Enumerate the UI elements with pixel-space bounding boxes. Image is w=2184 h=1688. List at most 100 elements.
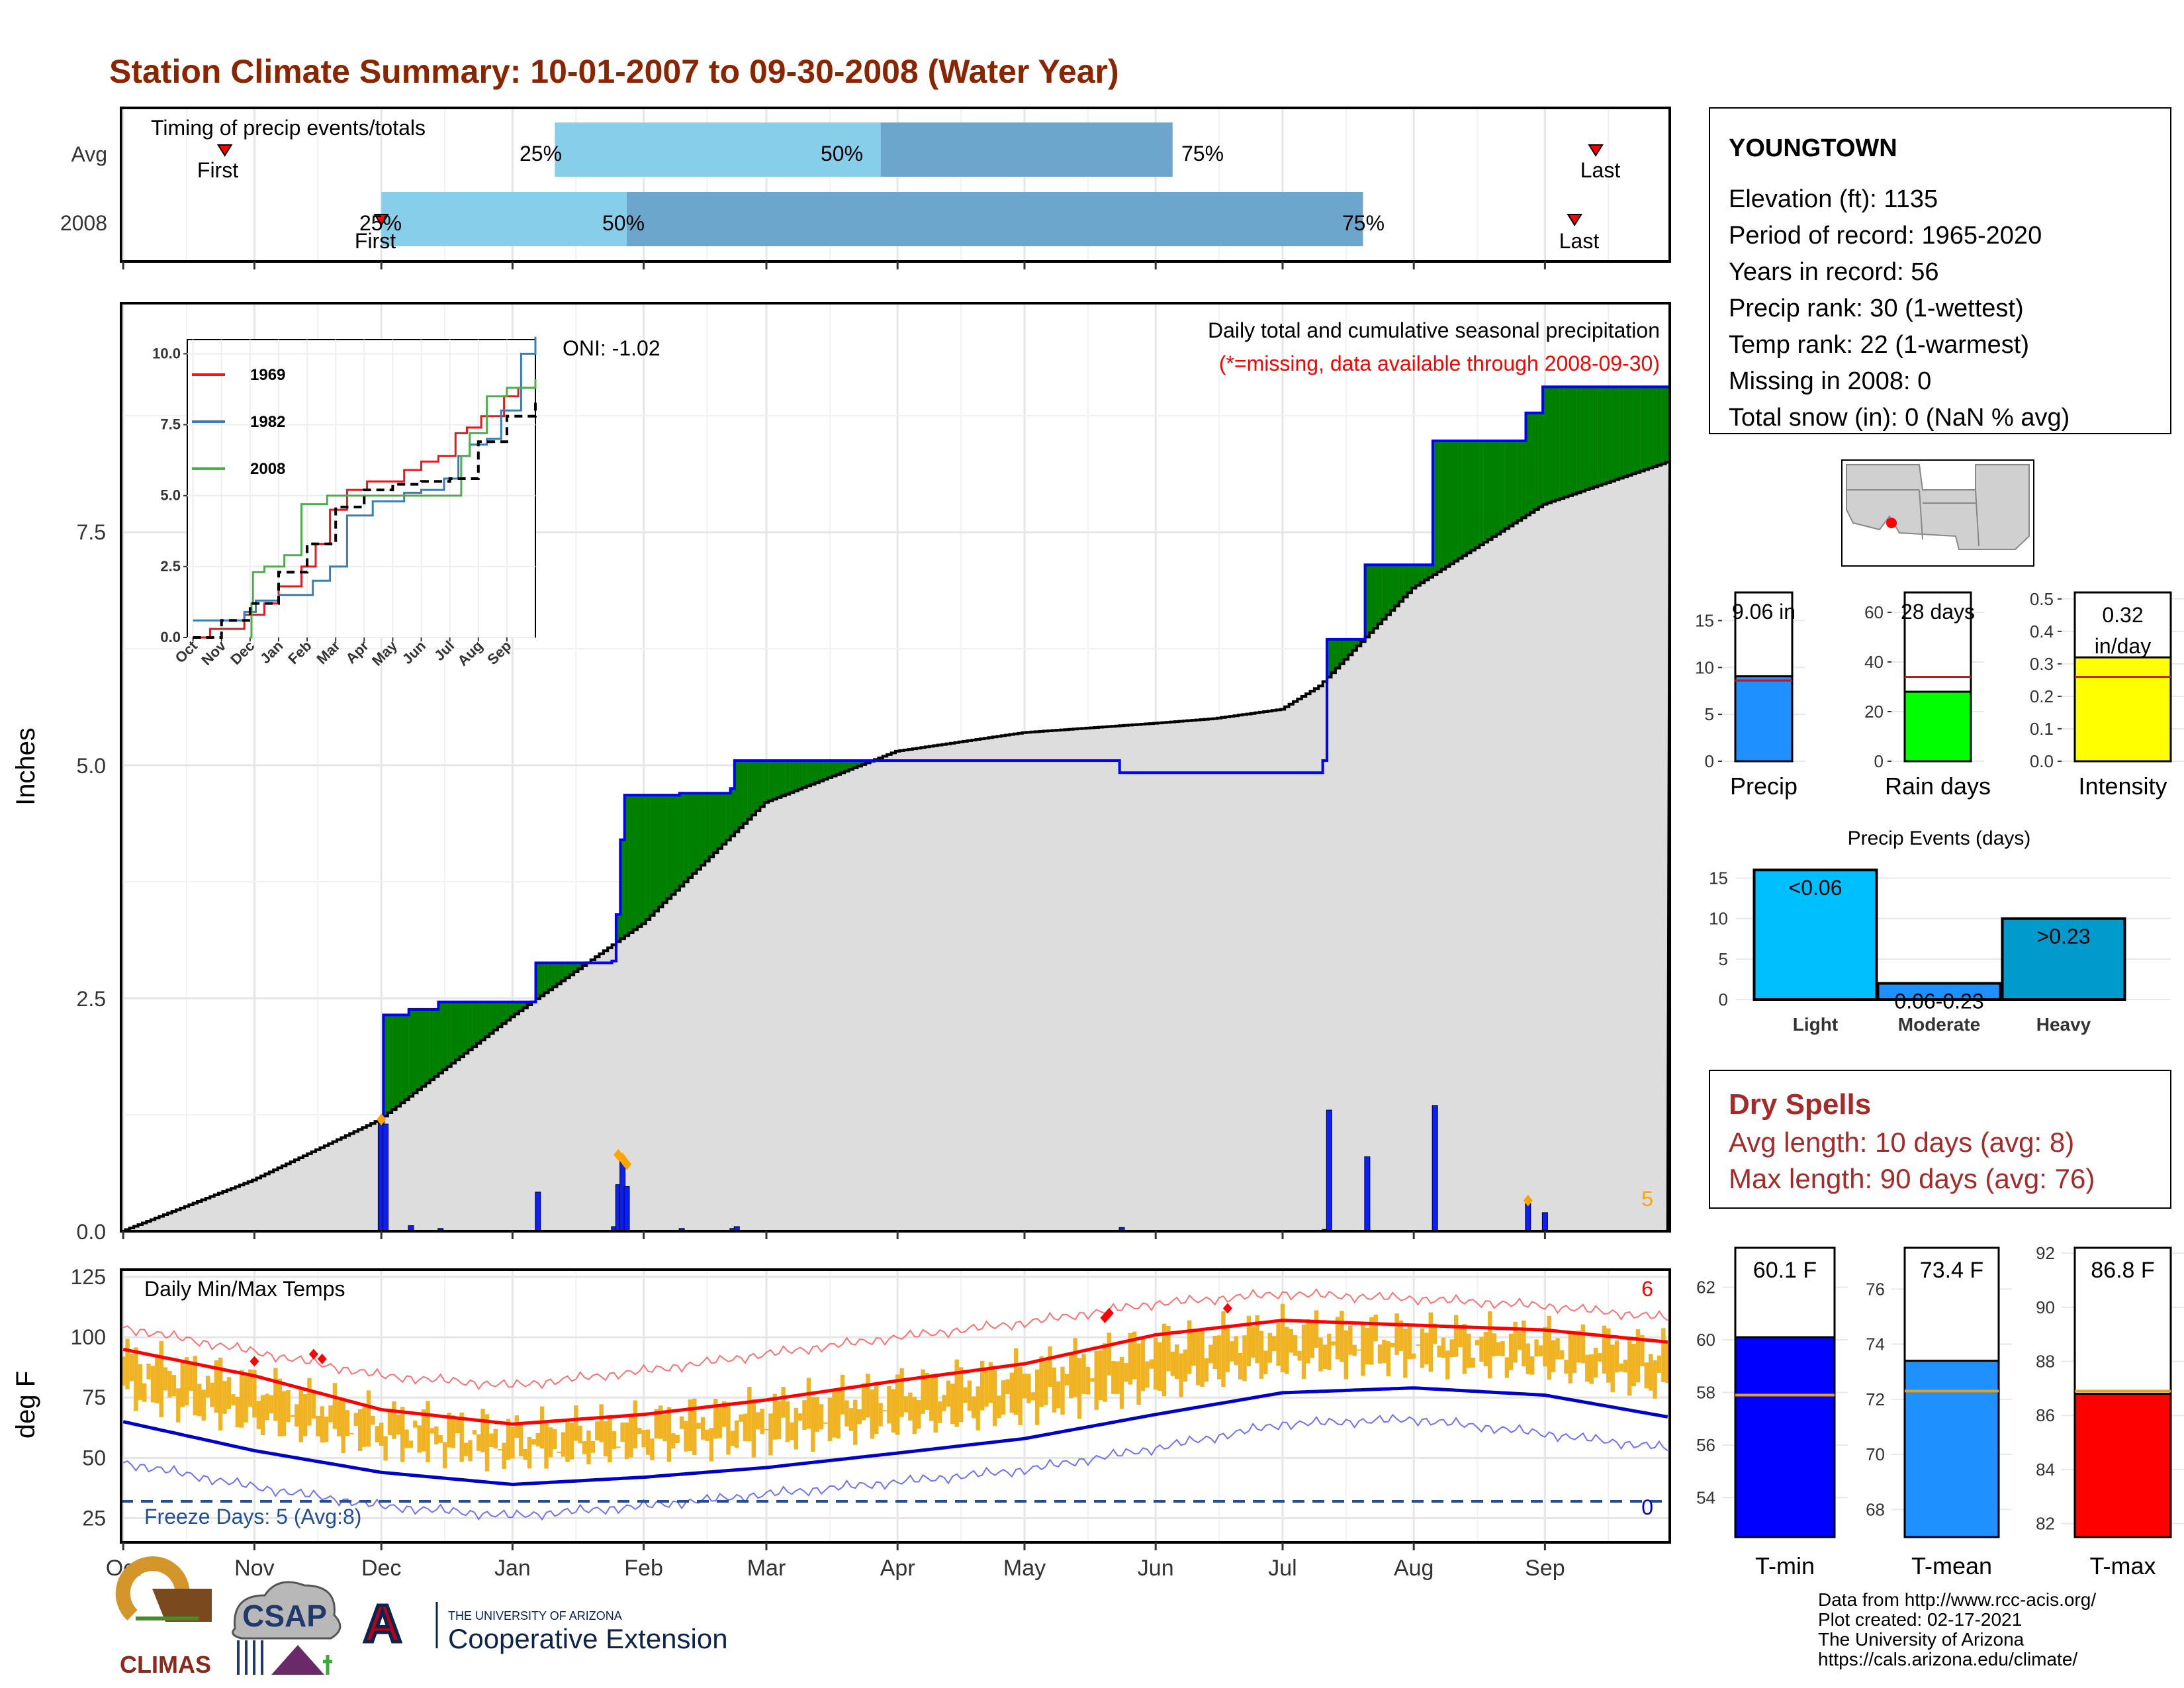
daily-temp-bar — [519, 1422, 523, 1457]
daily-temp-bar — [298, 1387, 303, 1442]
daily-temp-bar — [447, 1413, 451, 1448]
precip-anomaly-bar — [1614, 387, 1619, 480]
precip-anomaly-bar — [1335, 639, 1340, 669]
precip-anomaly-bar — [739, 761, 743, 828]
month-label: Dec — [361, 1556, 401, 1581]
daily-temp-bar — [553, 1429, 557, 1449]
precip-anomaly-bar — [1529, 412, 1535, 512]
daily-temp-bar — [1200, 1331, 1205, 1387]
daily-temp-bar — [375, 1426, 379, 1442]
daily-temp-bar — [269, 1395, 274, 1414]
daily-temp-bar — [1500, 1340, 1505, 1356]
summary-bar-value-label: 0.32 — [2102, 603, 2143, 627]
station-line-years: Years in record: 56 — [1729, 258, 1939, 286]
daily-temp-bar — [1593, 1348, 1598, 1378]
precip-anomaly-bar — [451, 1002, 456, 1064]
station-line-elevation: Elevation (ft): 1135 — [1729, 185, 1938, 213]
precip-anomaly-bar — [811, 761, 815, 784]
climas-logo[interactable]: CLIMAS — [115, 1556, 214, 1678]
inset-frame — [187, 339, 536, 638]
precip-anomaly-bar — [1661, 387, 1666, 464]
daily-temp-bar — [413, 1421, 418, 1428]
daily-temp-bar — [1119, 1356, 1124, 1409]
daily-temp-bar — [404, 1429, 409, 1448]
precip-anomaly-bar — [438, 1002, 443, 1074]
precip-anomaly-bar — [743, 761, 748, 823]
temp-ytick-label: 25 — [82, 1507, 106, 1530]
daily-temp-bar — [933, 1374, 938, 1433]
daily-temp-bar — [1559, 1350, 1565, 1360]
precip-anomaly-bar — [785, 761, 790, 794]
daily-temp-bar — [557, 1452, 561, 1453]
daily-temp-bar — [777, 1401, 782, 1440]
precip-anomaly-bar — [1648, 387, 1653, 469]
daily-temp-bar — [451, 1415, 456, 1448]
daily-temp-bar — [1090, 1378, 1095, 1382]
precip-anomaly-bar — [726, 793, 731, 841]
daily-temp-bar — [1361, 1323, 1365, 1376]
daily-temp-bar — [442, 1442, 447, 1469]
month-label: Jan — [494, 1556, 531, 1581]
daily-temp-bar — [1297, 1350, 1302, 1361]
summary-bars: 0 5 10 15 9.06 in Precip 0 20 40 60 28 days Rain da… — [1695, 589, 2184, 800]
csap-logo[interactable]: CSAP — [232, 1581, 341, 1675]
daily-temp-bar — [1238, 1353, 1243, 1380]
temp-bar-value-label: 86.8 F — [2091, 1258, 2154, 1283]
precip-anomaly-bar — [413, 1009, 418, 1094]
y2008-p25-label: 25% — [359, 211, 402, 235]
university-arizona-logo[interactable]: A THE UNIVERSITY OF ARIZONA Cooperative … — [362, 1593, 728, 1655]
precip-anomaly-bar — [1522, 441, 1526, 518]
daily-temp-bar — [163, 1367, 168, 1391]
temp-bar-ytick-label: 72 — [1866, 1389, 1885, 1409]
summary-ytick-label: 0.3 — [2030, 654, 2054, 674]
precip-anomaly-bar — [794, 761, 799, 791]
inset-ytick-label: 10.0 — [152, 345, 181, 361]
daily-temp-bar — [1619, 1363, 1623, 1372]
precip-anomaly-bar — [650, 795, 655, 915]
daily-temp-bar — [1234, 1336, 1238, 1366]
month-label: Nov — [234, 1556, 274, 1581]
daily-temp-bar — [1492, 1333, 1496, 1356]
precip-anomaly-bar — [1479, 441, 1484, 545]
daily-temp-bar — [1272, 1336, 1277, 1351]
precip-anomaly-bar — [776, 761, 782, 798]
temp-bar-value — [1734, 1336, 1836, 1538]
daily-temp-bar — [967, 1380, 972, 1411]
precip-anomaly-bar — [1627, 387, 1632, 476]
daily-temp-bar — [1280, 1303, 1285, 1372]
daily-temp-bar — [958, 1367, 964, 1423]
daily-temp-bar — [218, 1357, 223, 1430]
daily-temp-bar — [976, 1386, 980, 1430]
record-min-line — [122, 1413, 1668, 1521]
daily-temp-bar — [261, 1395, 265, 1436]
daily-temp-bar — [612, 1431, 616, 1449]
precip-anomaly-bar — [823, 761, 828, 780]
avg-min-line — [122, 1386, 1668, 1487]
daily-temp-bar — [1310, 1321, 1314, 1358]
precip-ytick-2: 5.0 — [77, 754, 106, 778]
precip-anomaly-bar — [624, 795, 629, 936]
precip-anomaly-bar — [1424, 565, 1429, 581]
daily-temp-bar — [1293, 1335, 1298, 1356]
precip-anomaly-bar — [1593, 387, 1598, 487]
daily-temp-bar — [290, 1415, 295, 1417]
daily-temp-bar — [1488, 1311, 1492, 1379]
daily-temp-bar — [751, 1399, 756, 1458]
daily-temp-bar — [878, 1403, 883, 1427]
daily-temp-bar — [1301, 1325, 1306, 1380]
daily-temp-bar — [1343, 1330, 1349, 1380]
daily-temp-bar — [772, 1393, 777, 1440]
daily-temp-bar — [1259, 1331, 1264, 1379]
temp-extreme-marker — [308, 1348, 318, 1360]
temp-extreme-marker — [250, 1356, 259, 1367]
daily-temp-bar — [1598, 1353, 1602, 1362]
daily-temp-bar — [1483, 1332, 1488, 1367]
daily-temp-bar — [371, 1415, 375, 1425]
daily-temp-bar — [1191, 1329, 1196, 1366]
summary-ytick-label: 0.0 — [2030, 751, 2054, 771]
daily-temp-bar — [1657, 1355, 1662, 1374]
daily-temp-bar — [1534, 1339, 1539, 1357]
summary-bar-value — [1903, 690, 1972, 763]
daily-temp-bar — [1365, 1328, 1370, 1365]
precip-anomaly-bar — [574, 962, 578, 972]
